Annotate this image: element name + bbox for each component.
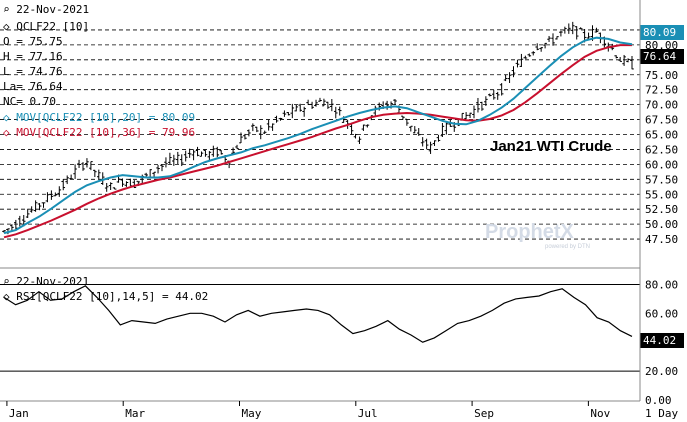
- rsi-tick-label: 20.00: [645, 365, 678, 378]
- legend-ma-20[interactable]: ◇ MOV[QCLF22 [10],20] = 80.09: [3, 111, 195, 124]
- price-tick-label: 65.00: [645, 129, 678, 142]
- search-icon: ⌕: [3, 275, 10, 288]
- svg-text:76.64: 76.64: [643, 50, 676, 63]
- price-tick-label: 67.50: [645, 114, 678, 127]
- svg-text:◇ RSI[QCLF22 [10],14,5] = 44.0: ◇ RSI[QCLF22 [10],14,5] = 44.02: [3, 290, 208, 303]
- diamond-icon: ◇: [3, 20, 10, 33]
- price-tick-label: 52.50: [645, 203, 678, 216]
- svg-text:◇ QCLF22 [10]: ◇ QCLF22 [10]: [3, 20, 89, 33]
- legend-ma-36[interactable]: ◇ MOV[QCLF22 [10],36] = 79.96: [3, 126, 195, 139]
- x-tick-label: Jan: [9, 407, 29, 420]
- ohlc-open: O = 75.75: [3, 35, 63, 48]
- diamond-icon: ◇: [3, 290, 10, 303]
- rsi-value-marker: 44.02: [640, 333, 684, 348]
- svg-text:⌕ 22-Nov-2021: ⌕ 22-Nov-2021: [3, 3, 89, 16]
- symbol-label: QCLF22 [10]: [16, 20, 89, 33]
- ma-20-price-marker: 80.09: [640, 25, 684, 40]
- price-tick-label: 47.50: [645, 233, 678, 246]
- price-tick-label: 75.00: [645, 69, 678, 82]
- price-tick-label: 57.50: [645, 173, 678, 186]
- price-tick-label: 50.00: [645, 218, 678, 231]
- rsi-tick-label: 0.00: [645, 394, 672, 407]
- price-tick-label: 60.00: [645, 158, 678, 171]
- date-label: 22-Nov-2021: [16, 3, 89, 16]
- chart-annotation: Jan21 WTI Crude: [490, 138, 612, 155]
- ohlc-low: L = 74.76: [3, 65, 63, 78]
- ohlc-last: La= 76.64: [3, 80, 63, 93]
- ohlc-high: H = 77.16: [3, 50, 63, 63]
- rsi-tick-label: 60.00: [645, 307, 678, 320]
- svg-text:⌕ 22-Nov-2021: ⌕ 22-Nov-2021: [3, 275, 89, 288]
- x-tick-label: Sep: [474, 407, 494, 420]
- x-tick-label: May: [242, 407, 262, 420]
- price-tick-label: 70.00: [645, 99, 678, 112]
- watermark-tagline: powered by DTN: [545, 244, 590, 250]
- price-tick-label: 55.00: [645, 188, 678, 201]
- rsi-legend: RSI[QCLF22 [10],14,5] = 44.02: [16, 290, 208, 303]
- svg-text:80.09: 80.09: [643, 26, 676, 39]
- last-price-marker: 76.64: [640, 49, 684, 64]
- ohlc-net-change: NC= 0.70: [3, 95, 56, 108]
- period-label[interactable]: 1 Day: [645, 407, 678, 420]
- x-tick-label: Nov: [590, 407, 610, 420]
- x-tick-label: Jul: [358, 407, 378, 420]
- x-tick-label: Mar: [125, 407, 145, 420]
- rsi-tick-label: 80.00: [645, 278, 678, 291]
- svg-text:44.02: 44.02: [643, 334, 676, 347]
- watermark-logo: ProphetX: [485, 221, 575, 243]
- price-tick-label: 62.50: [645, 143, 678, 156]
- rsi-date-label: 22-Nov-2021: [16, 275, 89, 288]
- price-tick-label: 72.50: [645, 84, 678, 97]
- search-icon: ⌕: [3, 3, 10, 16]
